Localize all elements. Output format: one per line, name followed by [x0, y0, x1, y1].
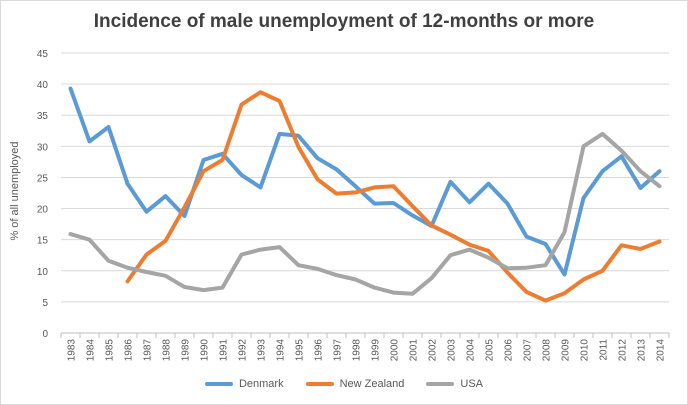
x-tick-label: 1996 — [314, 339, 325, 362]
y-tick-label: 5 — [42, 298, 48, 309]
y-tick-label: 0 — [42, 329, 48, 340]
series-line-new-zealand — [125, 90, 662, 303]
x-tick-label: 2001 — [409, 339, 420, 362]
x-tick-label: 1986 — [124, 339, 135, 362]
x-tick-label: 2013 — [637, 339, 648, 362]
x-tick-label: 2010 — [580, 339, 591, 362]
x-tick-label: 1985 — [105, 339, 116, 362]
x-tick-label: 2012 — [618, 339, 629, 362]
legend-swatch — [426, 382, 455, 386]
y-tick-label: 30 — [37, 142, 49, 153]
x-tick-label: 1988 — [162, 339, 173, 362]
legend-item-new-zealand: New Zealand — [305, 378, 405, 390]
x-tick-label: 2009 — [561, 339, 572, 362]
x-tick-label: 2011 — [599, 339, 610, 361]
legend-swatch — [305, 382, 334, 386]
series-line-denmark — [68, 86, 662, 277]
x-tick-label: 1991 — [219, 339, 230, 362]
y-tick-label: 45 — [37, 49, 49, 60]
x-tick-label: 1987 — [143, 339, 154, 362]
chart-title: Incidence of male unemployment of 12-mon… — [93, 11, 595, 32]
y-tick-label: 20 — [37, 205, 49, 216]
y-tick-label: 25 — [37, 173, 49, 184]
x-tick-label: 2014 — [656, 339, 667, 362]
x-tick-label: 2002 — [428, 339, 439, 362]
x-tick-label: 1983 — [67, 339, 78, 362]
x-tick-label: 1992 — [238, 339, 249, 362]
x-tick-label: 1989 — [181, 339, 192, 362]
x-tick-label: 2006 — [504, 339, 515, 362]
y-tick-label: 40 — [37, 80, 49, 91]
y-tick-label: 15 — [37, 236, 49, 247]
legend-item-usa: USA — [426, 378, 483, 390]
legend-label: USA — [460, 378, 484, 390]
x-tick-label: 2008 — [542, 339, 553, 362]
legend-swatch — [204, 382, 233, 386]
legend-label: Denmark — [238, 378, 284, 390]
x-tick-label: 1995 — [295, 339, 306, 362]
x-tick-label: 1994 — [276, 339, 287, 362]
x-tick-label: 1984 — [86, 339, 97, 362]
x-tick-label: 1990 — [200, 339, 211, 362]
x-tick-label: 2004 — [466, 339, 477, 362]
x-tick-label: 2003 — [447, 339, 458, 362]
x-tick-label: 1999 — [371, 339, 382, 362]
chart-legend: Denmark New Zealand USA — [1, 378, 687, 390]
x-tick-label: 1998 — [352, 339, 363, 362]
legend-label: New Zealand — [339, 378, 405, 390]
y-tick-label: 35 — [37, 111, 49, 122]
y-tick-label: 10 — [37, 267, 49, 278]
series-line-usa — [68, 131, 662, 296]
x-tick-label: 2005 — [485, 339, 496, 362]
legend-item-denmark: Denmark — [204, 378, 284, 390]
x-tick-label: 2000 — [390, 339, 401, 362]
x-tick-label: 2007 — [523, 339, 534, 362]
x-tick-label: 1997 — [333, 339, 344, 362]
x-tick-label: 1993 — [257, 339, 268, 362]
